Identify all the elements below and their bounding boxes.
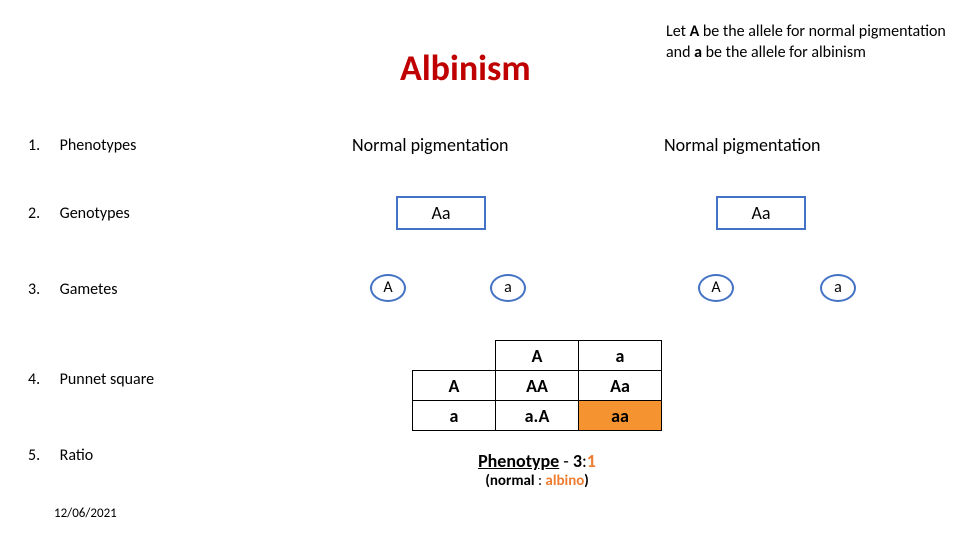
list-item-ratio: 5. Ratio [28, 446, 93, 465]
sub-normal: normal [490, 472, 535, 490]
punnett-cell-aa: aa [579, 401, 662, 431]
punnett-cell-aA: a.A [496, 401, 579, 431]
genotype-left: Aa [396, 196, 486, 230]
sub-albino: albino [545, 472, 584, 490]
list-label: Punnet square [60, 370, 154, 389]
list-num: 4. [28, 370, 56, 389]
note-mid2: be the allele for albinism [702, 43, 866, 62]
gamete-right-a: a [820, 274, 856, 302]
list-item-punnett: 4. Punnet square [28, 370, 154, 389]
ratio-one: 1 [587, 450, 596, 472]
phenotype-right: Normal pigmentation [664, 134, 821, 156]
phenotype-ratio: Phenotype - 3: 1 (normal : albino) [412, 450, 662, 490]
gamete-left-A: A [370, 274, 406, 302]
punnett-col-a: a [579, 341, 662, 371]
ratio-sub: (normal : albino) [412, 472, 662, 490]
list-label: Phenotypes [60, 136, 137, 155]
punnett-table: A a A AA Aa a a.A aa [412, 340, 662, 431]
punnett-corner [413, 341, 496, 371]
list-label: Gametes [60, 280, 118, 299]
punnett-square: A a A AA Aa a a.A aa [412, 340, 662, 431]
sub-sep: : [535, 472, 546, 490]
list-num: 2. [28, 204, 56, 223]
list-item-gametes: 3. Gametes [28, 280, 117, 299]
genotype-right: Aa [716, 196, 806, 230]
ratio-label: Phenotype [478, 450, 559, 472]
list-label: Ratio [60, 446, 94, 465]
punnett-cell-Aa: Aa [579, 371, 662, 401]
punnett-row-a: a [413, 401, 496, 431]
gamete-right-A: A [698, 274, 734, 302]
note-bold-a: a [694, 43, 702, 62]
list-item-genotypes: 2. Genotypes [28, 204, 130, 223]
list-num: 3. [28, 280, 56, 299]
ratio-three: 3 [573, 450, 582, 472]
page-title: Albinism [400, 46, 531, 90]
phenotype-left: Normal pigmentation [352, 134, 509, 156]
list-num: 1. [28, 136, 56, 155]
list-num: 5. [28, 446, 56, 465]
list-item-phenotypes: 1. Phenotypes [28, 136, 136, 155]
slide-date: 12/06/2021 [54, 506, 117, 521]
punnett-col-A: A [496, 341, 579, 371]
punnett-cell-AA: AA [496, 371, 579, 401]
allele-note: Let A be the allele for normal pigmentat… [666, 22, 946, 64]
ratio-dash: - [559, 450, 573, 472]
note-prefix: Let [666, 22, 690, 41]
sub-close: ) [584, 472, 589, 490]
punnett-row-A: A [413, 371, 496, 401]
gamete-left-a: a [490, 274, 526, 302]
note-bold-A: A [690, 22, 700, 41]
title-text: Albinism [400, 46, 531, 90]
list-label: Genotypes [60, 204, 130, 223]
